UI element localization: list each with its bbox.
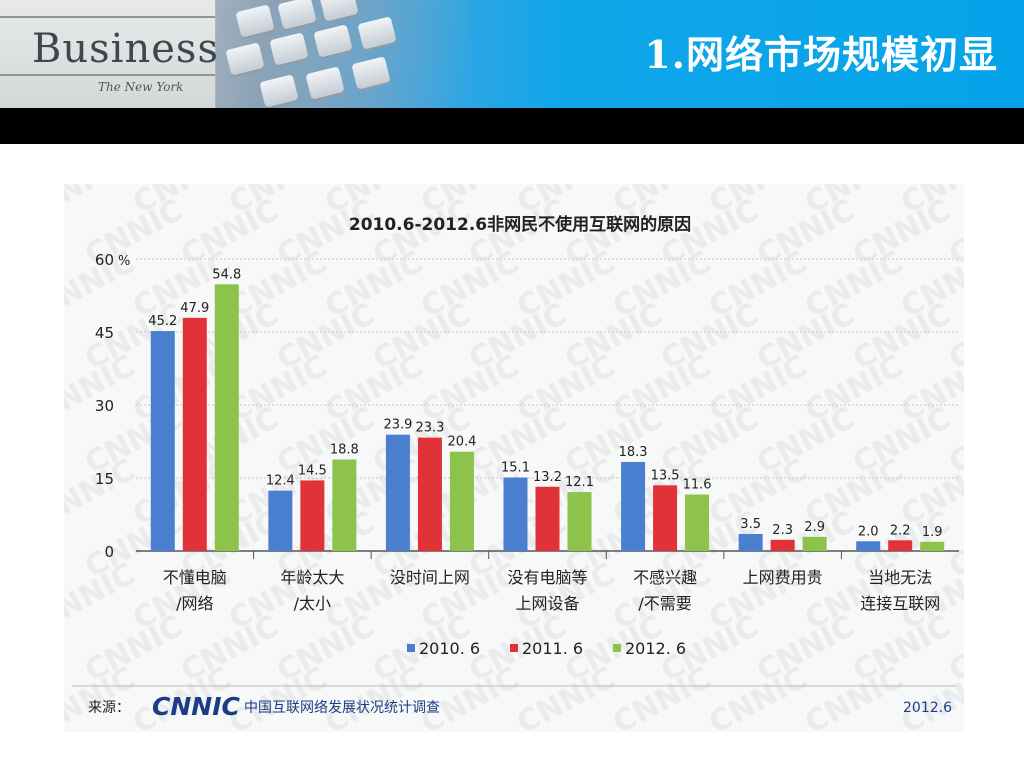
bar-20106 bbox=[738, 533, 763, 551]
category-label: 当地无法 bbox=[868, 568, 932, 587]
category-label: 没时间上网 bbox=[390, 568, 470, 587]
y-tick-label: 0 bbox=[104, 543, 114, 561]
data-label: 11.6 bbox=[683, 478, 712, 493]
category-label: 上网费用贵 bbox=[743, 568, 823, 587]
source-label: 来源： bbox=[88, 700, 130, 716]
bar-20116 bbox=[888, 540, 913, 551]
data-label: 18.8 bbox=[330, 443, 359, 458]
category-label: /太小 bbox=[294, 594, 331, 613]
slide-title: 1.网络市场规模初显 bbox=[644, 32, 998, 77]
bar-20126 bbox=[802, 536, 827, 551]
newspaper-word: Business bbox=[32, 26, 219, 72]
data-label: 20.4 bbox=[447, 435, 476, 450]
bar-20106 bbox=[856, 541, 881, 551]
bar-20116 bbox=[535, 486, 560, 551]
category-label: /不需要 bbox=[638, 594, 691, 613]
legend-swatch bbox=[407, 644, 415, 652]
header-band bbox=[0, 108, 1024, 144]
cnnic-logo-icon: CNNIC bbox=[152, 692, 240, 721]
data-label: 14.5 bbox=[298, 463, 327, 478]
data-label: 18.3 bbox=[619, 445, 648, 460]
bar-20126 bbox=[685, 494, 710, 551]
data-label: 15.1 bbox=[501, 461, 530, 476]
y-unit-label: % bbox=[118, 254, 130, 269]
category-label: 上网设备 bbox=[515, 594, 579, 613]
data-label: 2.2 bbox=[890, 523, 911, 538]
y-tick-label: 30 bbox=[95, 397, 114, 415]
data-label: 2.0 bbox=[858, 524, 879, 539]
header-banner: Business The New York 1.网络市场规模初显 bbox=[0, 0, 1024, 108]
data-label: 3.5 bbox=[740, 517, 761, 532]
bar-20106 bbox=[503, 477, 528, 551]
chart-title: 2010.6-2012.6非网民不使用互联网的原因 bbox=[349, 214, 691, 235]
data-label: 13.5 bbox=[651, 468, 680, 483]
bar-chart: 2010.6-2012.6非网民不使用互联网的原因 0 15 30 45 60% 45.… bbox=[72, 214, 959, 721]
category-label: /网络 bbox=[176, 594, 213, 613]
category-label: 年龄太大 bbox=[280, 568, 344, 587]
bar-20106 bbox=[268, 490, 293, 551]
bar-20106 bbox=[621, 461, 646, 551]
y-tick-label: 15 bbox=[95, 470, 114, 488]
data-label: 54.8 bbox=[212, 267, 241, 282]
category-label: 没有电脑等 bbox=[507, 568, 587, 587]
bar-20116 bbox=[417, 437, 442, 551]
legend-label: 2011. 6 bbox=[522, 639, 583, 658]
bar-20116 bbox=[770, 539, 795, 551]
bar-20106 bbox=[385, 434, 410, 551]
source-text: 中国互联网络发展状况统计调查 bbox=[244, 700, 440, 716]
bar-20126 bbox=[332, 459, 357, 551]
legend-swatch bbox=[613, 644, 621, 652]
data-label: 2.9 bbox=[804, 520, 825, 535]
bar-20116 bbox=[182, 317, 207, 551]
data-label: 45.2 bbox=[148, 314, 177, 329]
data-label: 13.2 bbox=[533, 470, 562, 485]
legend-label: 2012. 6 bbox=[625, 639, 686, 658]
category-label: 连接互联网 bbox=[860, 594, 940, 613]
category-label: 不感兴趣 bbox=[633, 568, 697, 587]
bar-20116 bbox=[653, 485, 678, 551]
category-label: 不懂电脑 bbox=[163, 568, 227, 587]
newspaper-subtext: The New York bbox=[98, 80, 184, 94]
newspaper-image: Business The New York bbox=[0, 0, 219, 108]
bar-20126 bbox=[920, 541, 945, 551]
data-label: 12.4 bbox=[266, 474, 295, 489]
source-date: 2012.6 bbox=[903, 700, 952, 716]
y-tick-label: 45 bbox=[95, 324, 114, 342]
data-label: 47.9 bbox=[180, 301, 209, 316]
bar-20116 bbox=[300, 480, 325, 551]
legend-label: 2010. 6 bbox=[419, 639, 480, 658]
bar-20126 bbox=[567, 492, 592, 551]
bar-20106 bbox=[150, 331, 175, 551]
data-label: 12.1 bbox=[565, 475, 594, 490]
data-label: 2.3 bbox=[772, 523, 793, 538]
chart-card: CNNIC CNNIC CNNIC CNNIC CNNIC CNNIC CNNIC CNNIC… bbox=[64, 184, 964, 732]
data-label: 23.3 bbox=[415, 421, 444, 436]
data-label: 23.9 bbox=[383, 418, 412, 433]
y-tick-label: 60 bbox=[95, 251, 114, 269]
data-label: 1.9 bbox=[922, 525, 943, 540]
keyboard-photo-icon bbox=[220, 0, 470, 108]
bar-20126 bbox=[214, 284, 239, 551]
legend-swatch bbox=[510, 644, 518, 652]
bar-20126 bbox=[449, 451, 474, 551]
